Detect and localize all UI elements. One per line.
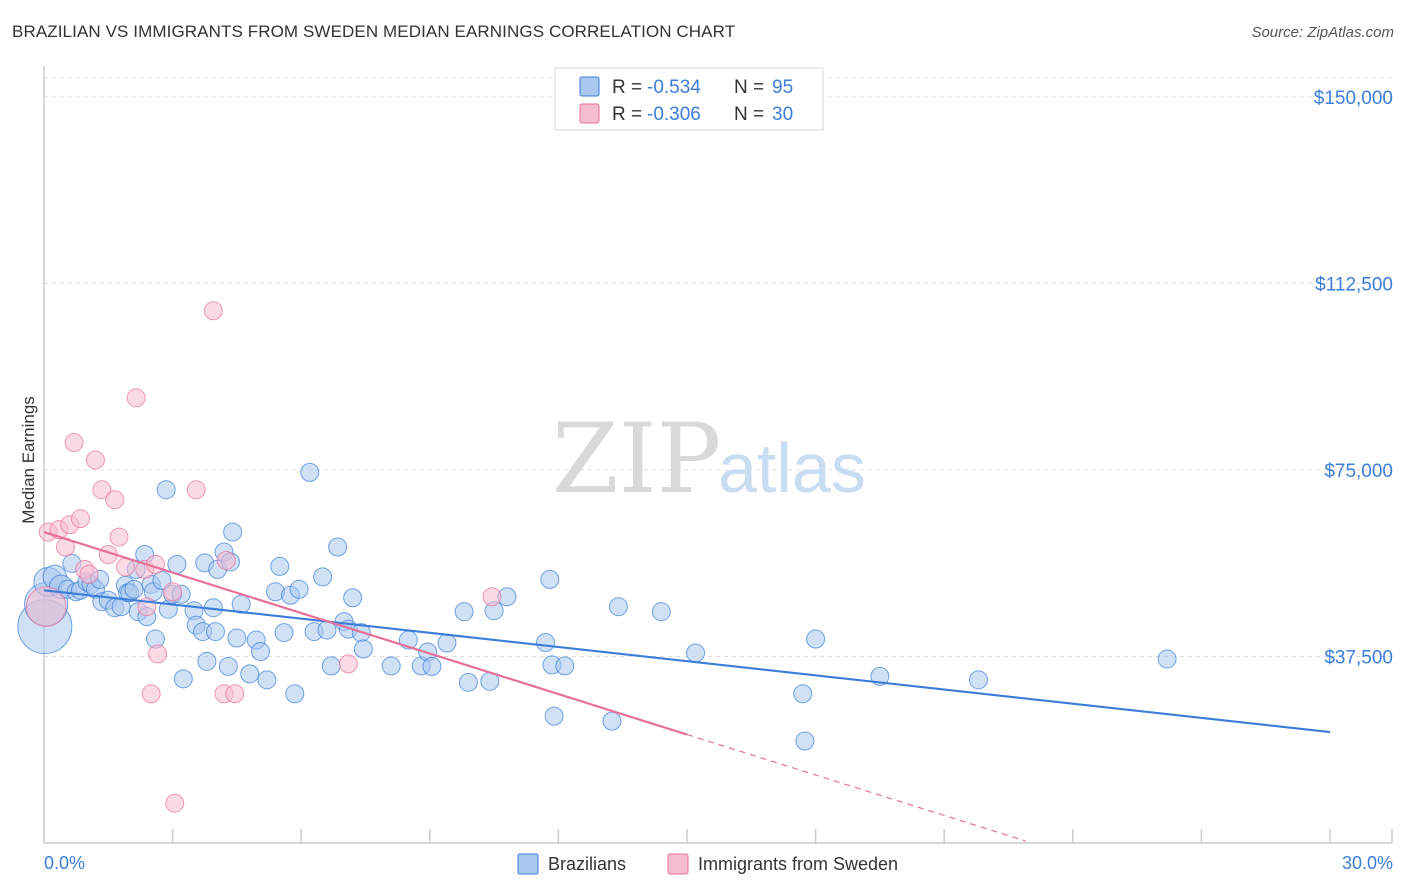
x-tick-label-1: 30.0%: [1342, 853, 1393, 873]
point-brazilians-76: [454, 602, 474, 622]
point-sweden-6: [70, 509, 90, 529]
point-brazilians-69: [353, 639, 373, 659]
point-brazilians-94: [968, 670, 988, 690]
point-brazilians-51: [250, 641, 270, 661]
trend-line-sweden-extension: [686, 733, 1026, 842]
point-sweden-26: [216, 550, 236, 570]
point-brazilians-91: [795, 731, 815, 751]
point-brazilians-84: [544, 706, 564, 726]
stats-legend-box: [554, 67, 824, 131]
point-brazilians-52: [257, 670, 277, 690]
legend-swatch-sweden: [579, 103, 600, 124]
legend-r-label-1: R =: [612, 77, 642, 98]
point-brazilians-61: [313, 567, 333, 587]
point-brazilians-64: [328, 537, 348, 557]
point-sweden-9: [85, 450, 105, 470]
point-sweden-23: [186, 480, 206, 500]
trend-lines: [43, 531, 1331, 842]
point-brazilians-67: [343, 588, 363, 608]
point-sweden-21: [163, 582, 183, 602]
point-sweden-29: [482, 587, 502, 607]
legend-n-value-2: 30: [772, 104, 793, 125]
watermark-atlas: atlas: [718, 429, 866, 507]
point-brazilians-20: [124, 579, 144, 599]
point-brazilians-39: [197, 651, 217, 671]
point-brazilians-49: [240, 664, 260, 684]
point-sweden-15: [126, 388, 146, 408]
point-brazilians-86: [602, 711, 622, 731]
point-sweden-18: [141, 684, 161, 704]
y-tick-label-0: $37,500: [1324, 647, 1393, 668]
point-brazilians-75: [437, 633, 457, 653]
legend-r-value-1: -0.534: [647, 77, 701, 98]
point-brazilians-74: [422, 656, 442, 676]
legend-swatch-brazilians: [579, 76, 600, 97]
bottom-legend-swatch-brazilians: [517, 853, 539, 875]
point-sweden-28: [338, 654, 358, 674]
point-brazilians-85: [555, 656, 575, 676]
point-brazilians-63: [321, 656, 341, 676]
point-sweden-22: [165, 793, 185, 813]
point-brazilians-34: [173, 669, 193, 689]
point-brazilians-81: [536, 633, 556, 653]
legend-n-value-1: 95: [772, 77, 793, 98]
point-brazilians-92: [806, 629, 826, 649]
point-sweden-8: [79, 564, 99, 584]
point-brazilians-87: [608, 597, 628, 617]
source-label: Source: ZipAtlas.com: [1251, 24, 1394, 41]
bottom-legend-label-sweden: Immigrants from Sweden: [698, 854, 898, 874]
point-sweden-10: [92, 480, 112, 500]
point-brazilians-46: [223, 522, 243, 542]
legend-n-label-1: N =: [734, 77, 764, 98]
x-tick-label-0: 0.0%: [44, 853, 85, 873]
series-sweden-points: [25, 301, 502, 813]
point-brazilians-70: [381, 656, 401, 676]
trend-line-brazilians: [43, 589, 1331, 734]
bottom-legend-swatch-sweden: [667, 853, 689, 875]
point-brazilians-82: [540, 569, 560, 589]
legend-r-label-2: R =: [612, 104, 642, 125]
point-brazilians-90: [793, 684, 813, 704]
chart-title: BRAZILIAN VS IMMIGRANTS FROM SWEDEN MEDI…: [12, 22, 736, 41]
point-brazilians-55: [274, 623, 294, 643]
y-tick-label-1: $75,000: [1324, 461, 1393, 482]
trend-line-sweden: [43, 531, 688, 736]
legend-n-label-2: N =: [734, 104, 764, 125]
watermark: ZIP atlas: [552, 403, 866, 515]
point-brazilians-57: [285, 684, 305, 704]
point-brazilians-54: [270, 556, 290, 576]
point-sweden-24: [203, 301, 223, 321]
bottom-legend-label-brazilians: Brazilians: [548, 854, 626, 874]
y-axis-label: Median Earnings: [19, 396, 38, 524]
point-brazilians-89: [686, 643, 706, 663]
point-sweden-20: [148, 644, 168, 664]
point-brazilians-88: [651, 602, 671, 622]
point-brazilians-32: [167, 554, 187, 574]
y-tick-labels: $37,500 $75,000 $112,500 $150,000: [1314, 88, 1393, 669]
axes: [43, 66, 1393, 844]
y-tick-label-3: $150,000: [1314, 88, 1393, 109]
point-brazilians-58: [289, 579, 309, 599]
y-tick-label-2: $112,500: [1315, 274, 1393, 295]
point-brazilians-41: [205, 622, 225, 642]
legend-r-value-2: -0.306: [647, 104, 701, 125]
point-sweden-12: [105, 490, 125, 510]
point-brazilians-95: [1157, 649, 1177, 669]
point-brazilians-44: [218, 656, 238, 676]
point-sweden-13: [109, 527, 129, 547]
point-sweden-5: [64, 433, 84, 453]
x-tick-labels: 0.0% 30.0%: [44, 853, 1393, 873]
point-brazilians-47: [227, 628, 247, 648]
point-brazilians-59: [300, 462, 320, 482]
watermark-zip: ZIP: [552, 403, 721, 515]
point-sweden-0: [25, 586, 67, 628]
grid-lines: [44, 77, 1392, 657]
stats-legend: R = -0.534 N = 95 R = -0.306 N = 30: [554, 67, 824, 131]
series-legend: Brazilians Immigrants from Sweden: [517, 853, 898, 875]
point-brazilians-29: [156, 480, 176, 500]
point-sweden-27: [225, 684, 245, 704]
point-brazilians-77: [458, 672, 478, 692]
